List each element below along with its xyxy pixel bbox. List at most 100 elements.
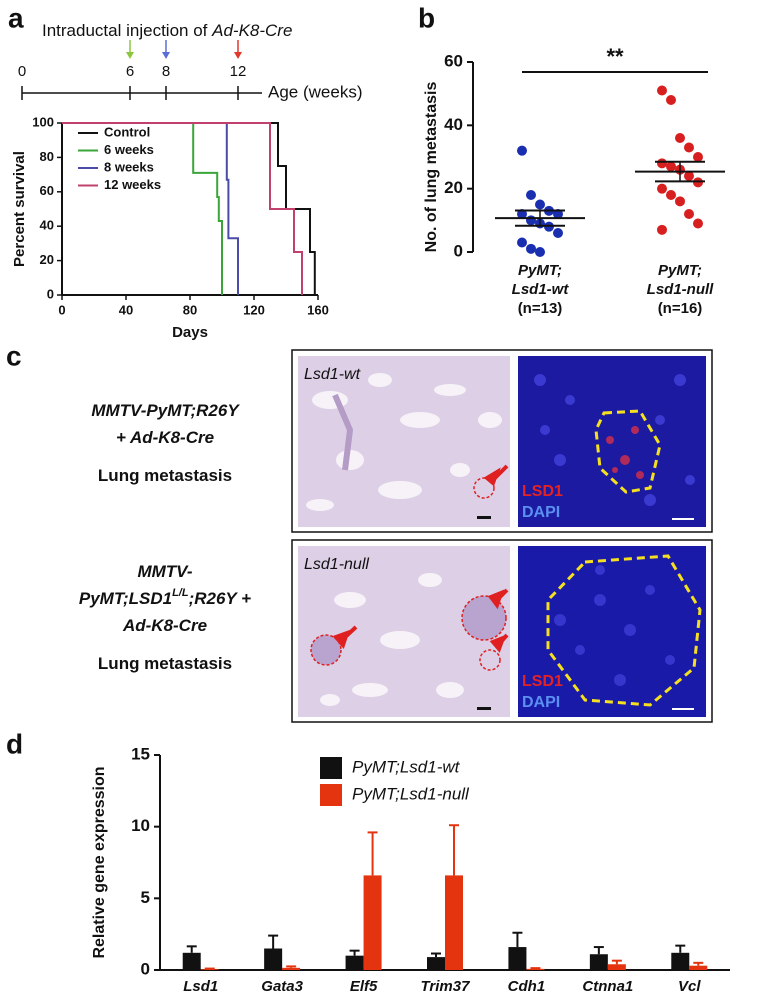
bar (445, 875, 463, 970)
x-tick-label: Trim37 (421, 978, 471, 995)
data-point (693, 218, 703, 229)
x-tick-label: 80 (183, 302, 197, 317)
y-axis-label: Relative gene expression (91, 766, 108, 958)
stain-label: DAPI (522, 694, 560, 711)
nuclei-texture (534, 374, 695, 506)
x-tick-label: Cdh1 (508, 978, 546, 995)
survival-line (62, 122, 223, 295)
panel-label: d (6, 728, 23, 759)
legend-label: PyMT;Lsd1-wt (352, 757, 461, 776)
data-point (657, 158, 667, 169)
histology-label: Lsd1-wt (304, 366, 361, 383)
scale-bar (477, 707, 491, 710)
image-panel (291, 349, 713, 723)
tissue-texture (306, 373, 502, 511)
row-label: PyMT;LSD1L/L;R26Y + (79, 587, 251, 609)
x-tick-label: Elf5 (350, 978, 378, 995)
y-tick-label: 40 (444, 115, 463, 134)
data-point (693, 152, 703, 162)
bar (671, 952, 690, 970)
histology-label: Lsd1-null (304, 556, 369, 573)
scale-bar (672, 708, 694, 710)
data-point (526, 243, 536, 254)
timeline-tick-label: 12 (230, 63, 247, 80)
bar (427, 957, 445, 970)
category-label: (n=13) (518, 300, 563, 317)
row-label: MMTV-PyMT;R26Y (91, 401, 240, 420)
data-point (675, 133, 685, 143)
data-point (657, 85, 667, 96)
panel-label: c (6, 340, 22, 371)
arrow-head (234, 52, 242, 59)
nuclei-texture (554, 565, 675, 686)
timeline-title-italic: Ad-K8-Cre (211, 21, 292, 40)
data-point (684, 142, 694, 153)
timeline-tick-label: 6 (126, 63, 134, 80)
stain-label: LSD1 (522, 673, 563, 690)
data-point (666, 190, 676, 200)
arrow (483, 464, 509, 487)
y-tick-label: 100 (32, 114, 54, 129)
data-point (657, 224, 667, 235)
row-label: Lung metastasis (98, 466, 232, 485)
scale-bar (477, 516, 491, 519)
row-label-text: Ad-K8-Cre (122, 616, 207, 635)
stain-label: DAPI (522, 504, 560, 521)
data-point (517, 237, 527, 248)
fluorescence-image (518, 546, 706, 717)
bar (689, 965, 708, 970)
category-label: (n=16) (658, 300, 703, 317)
lesion-outline (594, 409, 662, 494)
y-tick-label: 15 (131, 744, 150, 763)
data-point (526, 190, 536, 200)
y-tick-label: 0 (47, 286, 54, 301)
bar (264, 948, 283, 970)
timeline-title: Intraductal injection of Ad-K8-Cre (42, 21, 292, 40)
x-tick-label: Lsd1 (183, 978, 218, 995)
row-label-text: PyMT;LSD1 (79, 589, 172, 608)
frame (291, 349, 713, 533)
timeline-tick-label: 8 (162, 63, 170, 80)
x-tick-label: 0 (58, 302, 65, 317)
frame (291, 539, 713, 723)
x-tick-label: 120 (243, 302, 265, 317)
y-tick-label: 60 (444, 51, 463, 70)
y-tick-label: 80 (40, 149, 54, 164)
x-tick-label: 40 (119, 302, 133, 317)
y-tick-label: 40 (40, 218, 54, 233)
row-label-text: MMTV- (137, 562, 192, 581)
data-point (657, 183, 667, 194)
category-label: PyMT; (658, 262, 702, 279)
timeline-tick-label: 0 (18, 63, 26, 80)
row-label: Ad-K8-Cre (122, 616, 207, 635)
data-point (535, 199, 545, 210)
row-label-text: Lung metastasis (98, 654, 232, 673)
lesion-circle (479, 649, 501, 671)
bar (508, 947, 527, 970)
bar (345, 955, 364, 970)
data-point (553, 228, 563, 238)
bar (526, 968, 545, 970)
category-label: PyMT; (518, 262, 562, 279)
legend-swatch (320, 784, 342, 806)
x-tick-label: 160 (307, 302, 329, 317)
panel-label: a (8, 2, 24, 33)
data-point (526, 215, 536, 226)
lesion-outline (546, 554, 702, 707)
survival-line (62, 122, 303, 295)
bar (363, 875, 382, 970)
lesion-circle (461, 595, 507, 641)
x-axis-label: Days (172, 324, 208, 341)
y-axis-label: No. of lung metastasis (423, 82, 440, 253)
arrow (489, 633, 509, 653)
y-tick-label: 0 (141, 959, 150, 978)
row-label: MMTV- (137, 562, 192, 581)
y-tick-label: 5 (141, 888, 150, 907)
category-label: Lsd1-wt (512, 281, 570, 298)
data-point (684, 171, 694, 181)
timeline-title-text: Intraductal injection of (42, 21, 212, 40)
bar (589, 954, 608, 970)
legend-label: 12 weeks (104, 177, 161, 192)
arrow (332, 625, 358, 649)
legend-label: 6 weeks (104, 142, 154, 157)
